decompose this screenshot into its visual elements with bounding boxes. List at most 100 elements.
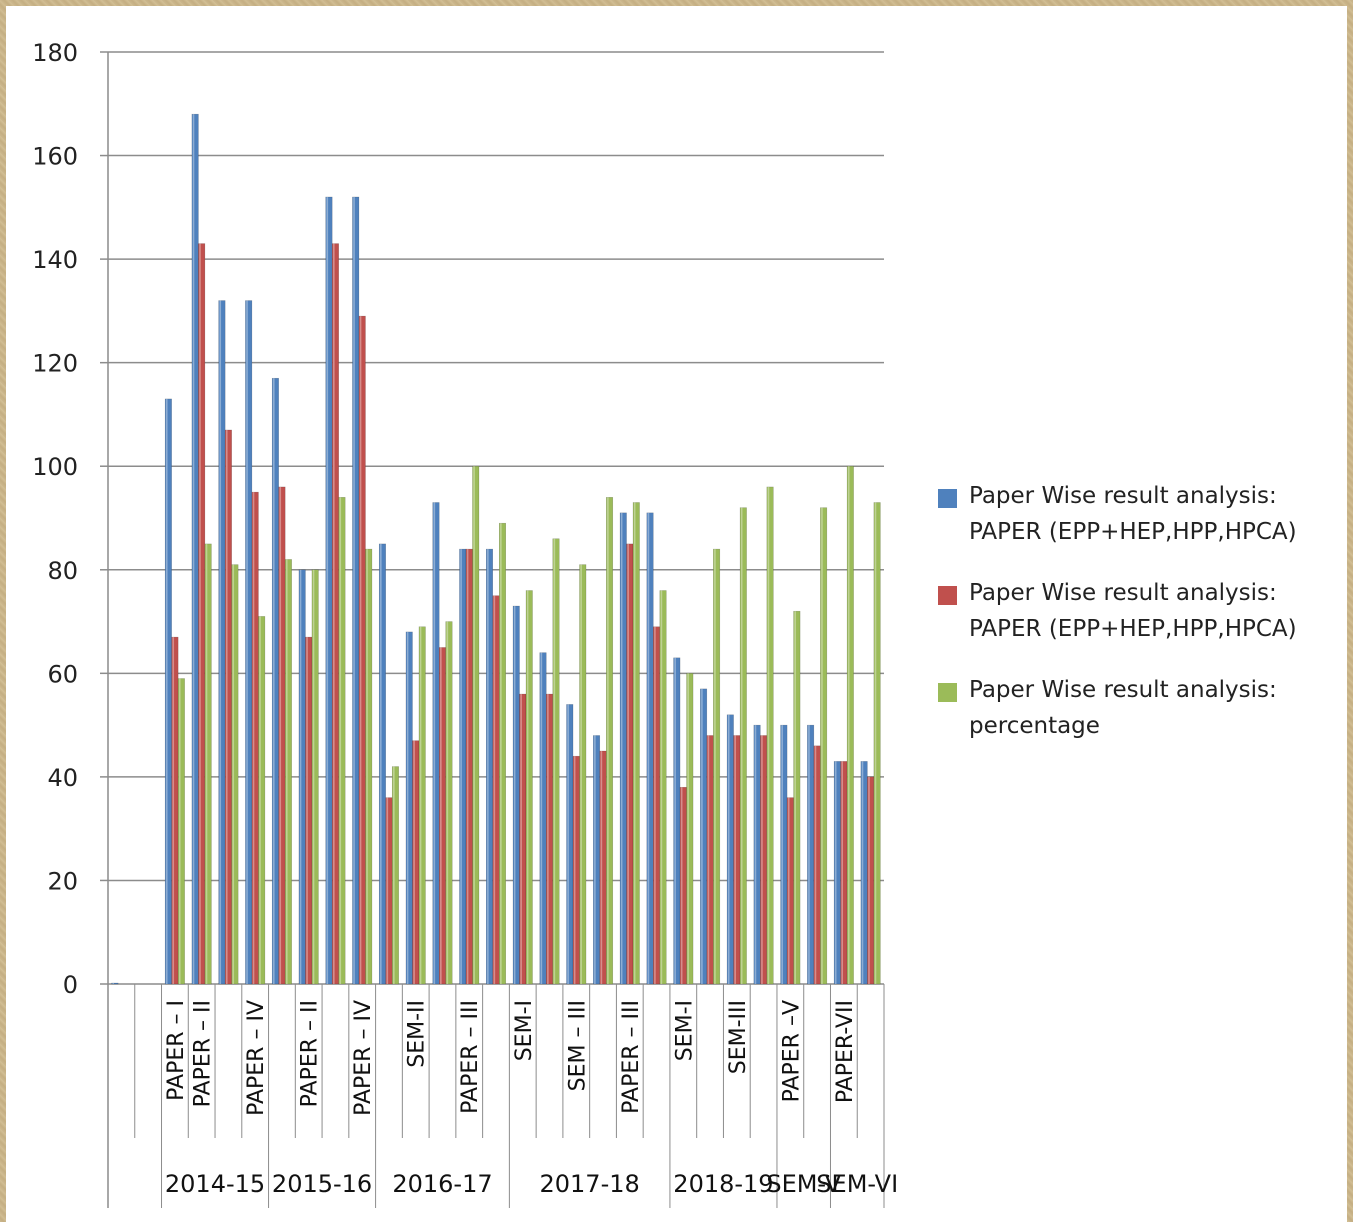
bar-highlight [259, 616, 261, 984]
bar [391, 766, 399, 985]
bar-highlight [199, 243, 201, 985]
bar-highlight [834, 761, 837, 984]
bar-highlight [607, 497, 609, 984]
bar-highlight [680, 787, 683, 984]
bar-highlight [466, 549, 469, 984]
bar-highlight [573, 756, 576, 984]
y-tick-label: 140 [32, 246, 78, 274]
legend-item-1: Paper Wise result analysis: PAPER (EPP+H… [938, 478, 1338, 550]
bar [632, 502, 640, 985]
category-label: PAPER – III [458, 1000, 483, 1114]
bar-highlight [727, 714, 730, 984]
bar-highlight [165, 398, 168, 984]
legend: Paper Wise result analysis: PAPER (EPP+H… [938, 478, 1338, 769]
bar-highlight [707, 735, 710, 984]
legend-label-2-line1: Paper Wise result analysis: [969, 580, 1277, 606]
bar [659, 590, 667, 985]
bar [258, 616, 266, 985]
bar-highlight [172, 637, 175, 984]
category-label: SEM-I [512, 1000, 537, 1061]
category-label: PAPER-VII [833, 1000, 858, 1103]
bar-highlight [594, 735, 596, 984]
legend-swatch-1 [938, 489, 957, 508]
bar-highlight [580, 564, 582, 984]
y-tick-label: 180 [32, 39, 78, 67]
y-tick-label: 120 [32, 350, 78, 378]
bar [820, 507, 828, 985]
bar-highlight [246, 300, 248, 984]
bar-highlight [326, 196, 329, 984]
bar [525, 590, 533, 985]
bar-highlight [192, 114, 195, 985]
bar-highlight [473, 466, 475, 984]
bar-highlight [861, 761, 864, 984]
bar-highlight [359, 316, 362, 985]
bar-highlight [279, 486, 282, 984]
bar-highlight [500, 523, 502, 984]
y-tick-label: 60 [47, 660, 78, 688]
bar-highlight [380, 543, 382, 984]
bar-highlight [701, 688, 703, 984]
legend-label-1-line2: PAPER (EPP+HEP,HPP,HPCA) [969, 519, 1297, 545]
bar [713, 548, 721, 985]
y-tick-label: 100 [32, 453, 78, 481]
category-label: PAPER –V [779, 1000, 804, 1102]
legend-item-3: Paper Wise result analysis: percentage [938, 672, 1338, 744]
bar [338, 497, 346, 985]
bar-highlight [353, 196, 355, 984]
bar-highlight [808, 725, 810, 984]
bar-highlight [386, 797, 389, 984]
bar-highlight [460, 549, 462, 984]
bar-highlight [312, 569, 315, 984]
bar-highlight [754, 725, 757, 984]
bar-highlight [847, 466, 850, 984]
bar-highlight [674, 657, 676, 984]
bar-highlight [794, 611, 796, 984]
group-label: 2016-17 [392, 1170, 492, 1198]
bar-highlight [232, 564, 235, 984]
bar-highlight [627, 543, 629, 984]
bar [204, 543, 212, 985]
legend-item-2: Paper Wise result analysis: PAPER (EPP+H… [938, 575, 1338, 647]
y-tick-label: 40 [47, 764, 78, 792]
bar-highlight [440, 647, 442, 984]
category-label: SEM-I [672, 1000, 697, 1061]
group-label: SEM-V [766, 1170, 841, 1198]
group-label: 2014-15 [165, 1170, 265, 1198]
y-tick-label: 20 [47, 867, 78, 895]
bar [766, 486, 774, 985]
group-label: 2018-19 [673, 1170, 773, 1198]
bar-highlight [714, 549, 716, 984]
category-label: SEM-III [726, 1000, 751, 1074]
category-label: SEM – III [565, 1000, 590, 1091]
bar-highlight [660, 590, 663, 984]
category-label: PAPER – III [619, 1000, 644, 1114]
bar-highlight [272, 378, 275, 984]
bar-highlight [540, 652, 543, 984]
bar [739, 507, 747, 985]
bar-highlight [647, 512, 650, 984]
bar [445, 621, 453, 985]
bar-highlight [526, 590, 529, 984]
bar-highlight [178, 678, 181, 984]
category-label: PAPER – II [298, 1000, 323, 1107]
bar-highlight [493, 595, 496, 984]
bar-highlight [821, 507, 823, 984]
bar [873, 502, 881, 985]
bar-highlight [487, 549, 489, 984]
bar [793, 610, 801, 985]
bar-highlight [406, 631, 409, 984]
bar [846, 465, 854, 985]
bar-highlight [433, 502, 436, 984]
legend-label-2-line2: PAPER (EPP+HEP,HPP,HPCA) [969, 616, 1297, 642]
bar [499, 522, 506, 985]
bar-highlight [781, 725, 783, 984]
bar-highlight [306, 637, 308, 984]
bar-highlight [419, 626, 422, 984]
bar-highlight [553, 538, 556, 984]
bar-highlight [225, 429, 228, 984]
bar [378, 543, 386, 985]
bar [177, 678, 185, 985]
legend-label-1-line1: Paper Wise result analysis: [969, 483, 1277, 509]
